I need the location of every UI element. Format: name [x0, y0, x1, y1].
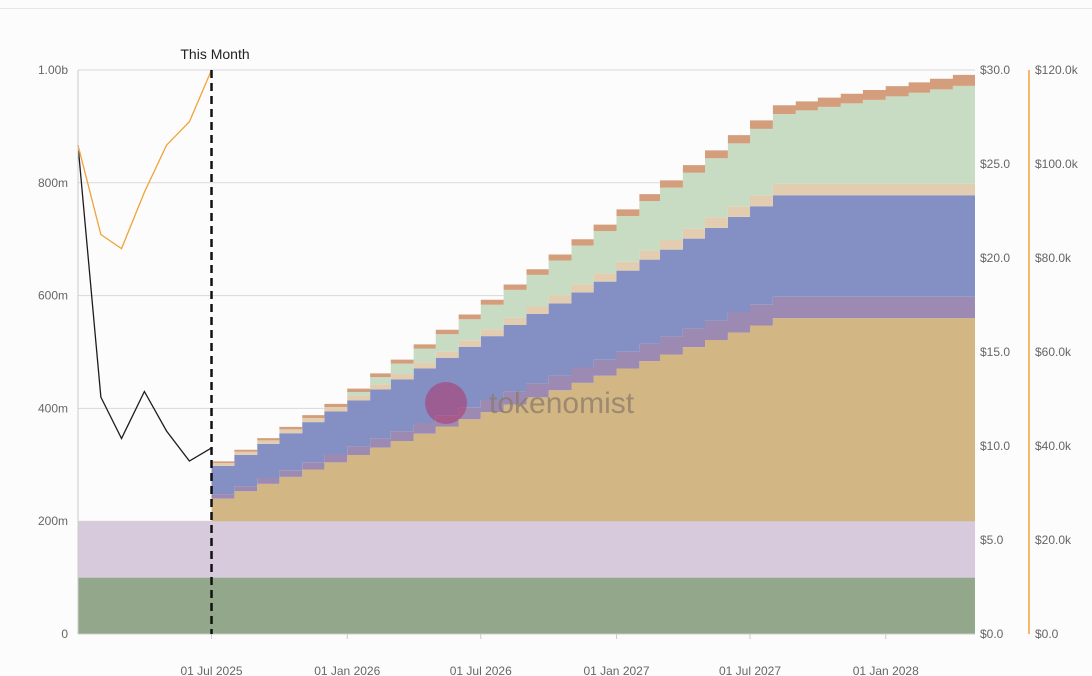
band-7-area: [211, 82, 975, 464]
this-month-label: This Month: [180, 46, 249, 62]
allocation-bands: [78, 71, 975, 634]
watermark-logo-icon: [425, 382, 467, 424]
y-right-mcap-tick-label: $0.0: [1035, 627, 1059, 641]
watermark: tokenomist: [425, 382, 635, 424]
header-divider: [0, 8, 1092, 9]
x-tick-label: 01 Jan 2028: [853, 664, 919, 676]
y-right-price-tick-label: $5.0: [980, 533, 1004, 547]
band-3-area: [211, 318, 975, 522]
x-tick-label: 01 Jul 2025: [180, 664, 242, 676]
band-2-area: [78, 521, 975, 578]
market-cap-series-line: [77, 69, 213, 250]
band-5-area: [211, 195, 975, 495]
y-left-tick-label: 400m: [38, 401, 68, 415]
y-right-price-tick-label: $20.0: [980, 251, 1010, 265]
watermark-text: tokenomist: [489, 387, 635, 420]
y-right-mcap-tick-label: $100.0k: [1035, 157, 1079, 171]
y-right-price-tick-label: $10.0: [980, 439, 1010, 453]
y-right-price-tick-label: $30.0: [980, 63, 1010, 77]
y-left-tick-label: 1.00b: [38, 63, 68, 77]
y-right-mcap-tick-label: $80.0k: [1035, 251, 1072, 265]
x-tick-label: 01 Jan 2026: [314, 664, 380, 676]
y-right-mcap-tick-label: $60.0k: [1035, 345, 1072, 359]
x-tick-label: 01 Jul 2027: [719, 664, 781, 676]
band-4-area: [211, 296, 975, 499]
y-right-mcap-tick-label: $120.0k: [1035, 63, 1079, 77]
this-month-marker: This Month: [180, 46, 250, 634]
y-right-mcap-tick-label: $40.0k: [1035, 439, 1072, 453]
y-right-price-tick-label: $15.0: [980, 345, 1010, 359]
axes: 0 200m 400m 600m 800m 1.00b 01 Jul 2025 01 Jan …: [38, 63, 1079, 676]
y-left-tick-label: 200m: [38, 514, 68, 528]
y-left-tick-label: 0: [61, 627, 68, 641]
x-tick-label: 01 Jul 2026: [450, 664, 512, 676]
y-right-mcap-tick-label: $20.0k: [1035, 533, 1072, 547]
y-left-tick-label: 800m: [38, 176, 68, 190]
price-lines: [77, 69, 213, 462]
x-tick-label: 01 Jan 2027: [583, 664, 649, 676]
y-right-price-tick-label: $25.0: [980, 157, 1010, 171]
y-left-tick-label: 600m: [38, 289, 68, 303]
y-right-price-tick-label: $0.0: [980, 627, 1004, 641]
band-1-area: [78, 577, 975, 634]
price-series-line: [77, 145, 212, 462]
